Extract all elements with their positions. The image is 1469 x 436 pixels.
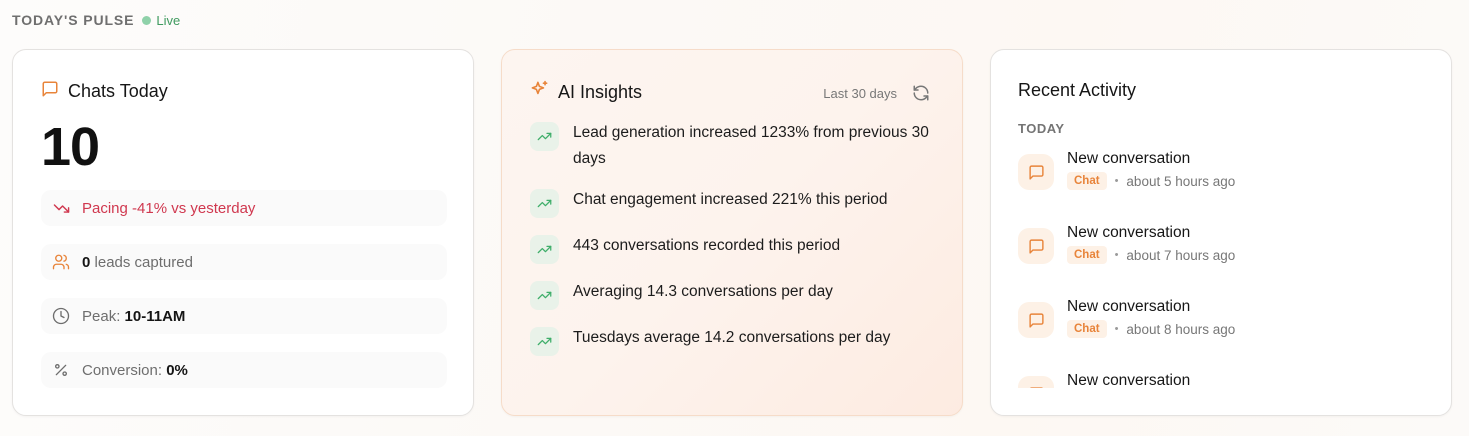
leads-count: 0	[82, 253, 91, 271]
trending-up-icon	[530, 327, 559, 356]
ai-card-header: AI Insights	[530, 80, 642, 104]
sparkles-icon	[530, 80, 549, 104]
message-square-icon	[1018, 228, 1054, 264]
activity-section-label: TODAY	[1018, 121, 1065, 136]
peak-row: Peak: 10-11AM	[41, 298, 447, 334]
activity-card-title: Recent Activity	[1018, 80, 1137, 100]
pacing-row: Pacing -41% vs yesterday	[41, 190, 447, 226]
trending-up-icon	[530, 281, 559, 310]
trending-up-icon	[530, 189, 559, 218]
activity-tag: Chat	[1067, 320, 1107, 338]
ai-card-meta: Last 30 days	[823, 84, 930, 102]
trending-down-icon	[52, 199, 70, 217]
percent-icon	[52, 361, 70, 379]
activity-title: New conversation	[1067, 150, 1191, 167]
activity-list[interactable]: New conversation Chat • about 5 hours ag…	[1018, 150, 1428, 388]
ai-insights-card: AI Insights Last 30 days Lead generation…	[501, 49, 963, 416]
insight-item: 443 conversations recorded this period	[530, 233, 940, 264]
clock-icon	[52, 307, 70, 325]
chats-count: 10	[41, 117, 100, 177]
separator-dot: •	[1114, 249, 1119, 261]
live-status: Live	[142, 13, 180, 28]
activity-item[interactable]: New conversation Chat • about 8 hours ag…	[1018, 298, 1428, 372]
insight-text: Tuesdays average 14.2 conversations per …	[573, 329, 891, 346]
insight-item: Averaging 14.3 conversations per day	[530, 279, 940, 310]
insight-text: Chat engagement increased 221% this peri…	[573, 191, 888, 208]
conversion-value: 0%	[166, 361, 188, 379]
live-label: Live	[156, 12, 181, 28]
activity-time: about 8 hours ago	[1126, 321, 1236, 337]
conversion-label: Conversion:	[82, 361, 163, 379]
insight-item: Lead generation increased 1233% from pre…	[530, 120, 940, 172]
activity-time: about 7 hours ago	[1126, 247, 1236, 263]
insights-list: Lead generation increased 1233% from pre…	[530, 120, 940, 371]
message-square-icon	[1018, 376, 1054, 388]
activity-item[interactable]: New conversation Chat • about 5 hours ag…	[1018, 150, 1428, 224]
activity-title: New conversation	[1067, 298, 1191, 315]
activity-card-header: Recent Activity	[1018, 80, 1136, 101]
activity-item[interactable]: New conversation Chat • about 7 hours ag…	[1018, 224, 1428, 298]
insight-text: Lead generation increased 1233% from pre…	[573, 124, 929, 167]
recent-activity-card: Recent Activity TODAY New conversation C…	[990, 49, 1452, 416]
ai-card-title: AI Insights	[558, 81, 643, 102]
separator-dot: •	[1114, 323, 1119, 335]
leads-row: 0 leads captured	[41, 244, 447, 280]
activity-tag: Chat	[1067, 172, 1107, 190]
users-icon	[52, 253, 70, 271]
activity-title: New conversation	[1067, 224, 1191, 241]
chats-card-header: Chats Today	[41, 80, 168, 103]
peak-label: Peak:	[82, 307, 121, 325]
separator-dot: •	[1114, 175, 1119, 187]
activity-item[interactable]: New conversation	[1018, 372, 1428, 388]
activity-time: about 5 hours ago	[1126, 173, 1236, 189]
conversion-row: Conversion: 0%	[41, 352, 447, 388]
trending-up-icon	[530, 235, 559, 264]
section-header: TODAY'S PULSE Live	[12, 12, 180, 28]
chats-today-card: Chats Today 10 Pacing -41% vs yesterday …	[12, 49, 474, 416]
chats-card-title: Chats Today	[68, 81, 168, 101]
message-square-icon	[41, 80, 59, 103]
message-square-icon	[1018, 302, 1054, 338]
insight-item: Tuesdays average 14.2 conversations per …	[530, 325, 940, 356]
section-title: TODAY'S PULSE	[12, 12, 135, 28]
activity-title: New conversation	[1067, 372, 1191, 388]
leads-label: leads captured	[94, 253, 193, 271]
pacing-text: Pacing -41% vs yesterday	[82, 199, 256, 217]
live-dot-icon	[142, 15, 152, 25]
insight-item: Chat engagement increased 221% this peri…	[530, 187, 940, 218]
insight-text: Averaging 14.3 conversations per day	[573, 283, 833, 300]
message-square-icon	[1018, 154, 1054, 190]
activity-tag: Chat	[1067, 246, 1107, 264]
trending-up-icon	[530, 122, 559, 151]
peak-value: 10-11AM	[124, 307, 186, 325]
date-range-label: Last 30 days	[823, 85, 897, 101]
insight-text: 443 conversations recorded this period	[573, 237, 841, 254]
refresh-icon[interactable]	[912, 84, 930, 102]
